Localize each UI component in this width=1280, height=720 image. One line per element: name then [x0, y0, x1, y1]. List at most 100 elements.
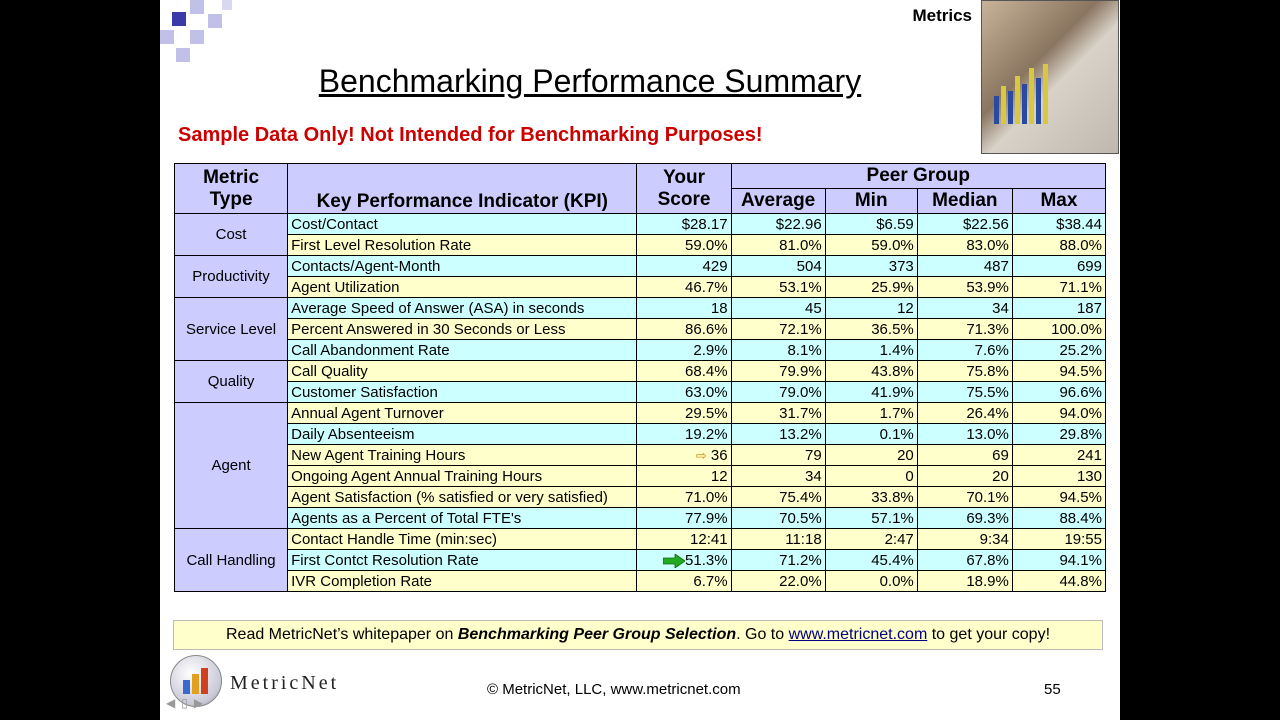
max-cell: 44.8% — [1011, 570, 1107, 592]
table-row: Service Level Average Speed of Answer (A… — [173, 297, 1107, 361]
average-cell: 34 — [730, 465, 826, 487]
callout-text: to get your copy! — [927, 626, 1051, 643]
header-max: Max — [1011, 188, 1107, 214]
kpi-name: Agents as a Percent of Total FTE's — [287, 507, 638, 529]
metric-type-cell: Service Level — [173, 297, 289, 361]
table-row: IVR Completion Rate 6.7% 22.0% 0.0% 18.9… — [174, 570, 1107, 592]
average-cell: 13.2% — [730, 423, 826, 445]
min-cell: 36.5% — [824, 318, 918, 340]
min-cell: 2:47 — [824, 528, 918, 550]
kpi-name: Annual Agent Turnover — [287, 402, 638, 424]
median-cell: 69 — [916, 444, 1013, 466]
table-row: Productivity Contacts/Agent-Month 429 50… — [173, 255, 1107, 298]
median-cell: 69.3% — [916, 507, 1013, 529]
max-cell: 94.1% — [1011, 549, 1107, 571]
callout-text: . Go to — [736, 626, 789, 643]
median-cell: 7.6% — [916, 339, 1013, 361]
average-cell: 71.2% — [730, 549, 826, 571]
table-row: Call Abandonment Rate 2.9% 8.1% 1.4% 7.6… — [174, 339, 1107, 361]
score-cell: 77.9% — [636, 507, 732, 529]
median-cell: 9:34 — [916, 528, 1013, 550]
green-arrow-icon — [662, 552, 686, 569]
average-cell: $22.96 — [730, 213, 826, 235]
average-cell: 504 — [730, 255, 826, 277]
score-cell: 86.6% — [636, 318, 732, 340]
median-cell: 13.0% — [916, 423, 1013, 445]
median-cell: 70.1% — [916, 486, 1013, 508]
score-cell: 6.7% — [636, 570, 732, 592]
median-cell: 67.8% — [916, 549, 1013, 571]
median-cell: 18.9% — [916, 570, 1013, 592]
table-row: Customer Satisfaction 63.0% 79.0% 41.9% … — [174, 381, 1107, 403]
score-cell: 12:41 — [636, 528, 732, 550]
page-title: Benchmarking Performance Summary — [318, 63, 862, 99]
min-cell: 43.8% — [824, 360, 918, 382]
min-cell: 373 — [824, 255, 918, 277]
metricnet-link[interactable]: www.metricnet.com — [788, 626, 928, 643]
score-cell: 2.9% — [636, 339, 732, 361]
logo-text: MetricNet — [230, 672, 340, 694]
max-cell: 94.5% — [1011, 486, 1107, 508]
median-cell: 71.3% — [916, 318, 1013, 340]
average-cell: 81.0% — [730, 234, 826, 256]
score-cell: 18 — [636, 297, 732, 319]
average-cell: 31.7% — [730, 402, 826, 424]
max-cell: 71.1% — [1011, 276, 1107, 298]
max-cell: 88.0% — [1011, 234, 1107, 256]
max-cell: 699 — [1011, 255, 1107, 277]
average-cell: 75.4% — [730, 486, 826, 508]
kpi-name: Percent Answered in 30 Seconds or Less — [287, 318, 638, 340]
score-cell: 12 — [636, 465, 732, 487]
kpi-table: Metric Type Key Performance Indicator (KP… — [173, 163, 1107, 592]
median-cell: 75.5% — [916, 381, 1013, 403]
average-cell: 8.1% — [730, 339, 826, 361]
score-cell: 46.7% — [636, 276, 732, 298]
median-cell: 26.4% — [916, 402, 1013, 424]
average-cell: 45 — [730, 297, 826, 319]
callout-text: Read MetricNet’s whitepaper on — [225, 626, 458, 643]
table-row: Cost Cost/Contact $28.17 $22.96 $6.59 $2… — [173, 213, 1107, 256]
table-row: First Level Resolution Rate 59.0% 81.0% … — [174, 234, 1107, 256]
max-cell: 88.4% — [1011, 507, 1107, 529]
min-cell: 33.8% — [824, 486, 918, 508]
table-row: Agent Satisfaction (% satisfied or very … — [174, 486, 1107, 508]
kpi-name: Cost/Contact — [287, 213, 638, 235]
metric-type-cell: Call Handling — [173, 528, 289, 592]
kpi-name: First Level Resolution Rate — [287, 234, 638, 256]
slide-nav-controls[interactable]: ◀▯▶ — [166, 696, 210, 710]
disclaimer-subtitle: Sample Data Only! Not Intended for Bench… — [178, 124, 763, 146]
max-cell: 241 — [1011, 444, 1107, 466]
callout-bold-title: Benchmarking Peer Group Selection — [457, 626, 737, 643]
table-row: Agent Annual Agent Turnover 29.5% 31.7% … — [173, 402, 1107, 529]
header-metric-type: Metric Type — [173, 163, 289, 214]
median-cell: 20 — [916, 465, 1013, 487]
max-cell: 187 — [1011, 297, 1107, 319]
section-label: Metrics — [912, 6, 972, 25]
kpi-name: IVR Completion Rate — [287, 570, 638, 592]
table-row: First Contct Resolution Rate 51.3% 71.2%… — [174, 549, 1107, 571]
table-row: Agent Utilization 46.7% 53.1% 25.9% 53.9… — [174, 276, 1107, 298]
table-row: Call Handling Contact Handle Time (min:s… — [173, 528, 1107, 592]
min-cell: 20 — [824, 444, 918, 466]
table-row: New Agent Training Hours ⇨ 36 79 20 69 2… — [174, 444, 1107, 466]
max-cell: 25.2% — [1011, 339, 1107, 361]
min-cell: 0.0% — [824, 570, 918, 592]
average-cell: 72.1% — [730, 318, 826, 340]
min-cell: 0 — [824, 465, 918, 487]
average-cell: 22.0% — [730, 570, 826, 592]
min-cell: 1.4% — [824, 339, 918, 361]
header-peer-group: Peer Group — [730, 163, 1107, 189]
metric-type-cell: Quality — [173, 360, 289, 403]
metric-type-cell: Productivity — [173, 255, 289, 298]
kpi-name: Daily Absenteeism — [287, 423, 638, 445]
table-row: Daily Absenteeism 19.2% 13.2% 0.1% 13.0%… — [174, 423, 1107, 445]
score-cell: $28.17 — [636, 213, 732, 235]
median-cell: $22.56 — [916, 213, 1013, 235]
whitepaper-callout: Read MetricNet’s whitepaper on Benchmark… — [173, 620, 1103, 650]
metric-type-cell: Agent — [173, 402, 289, 529]
kpi-name: Contact Handle Time (min:sec) — [287, 528, 638, 550]
average-cell: 70.5% — [730, 507, 826, 529]
header-min: Min — [824, 188, 918, 214]
table-row: Agents as a Percent of Total FTE's 77.9%… — [174, 507, 1107, 529]
score-cell: ⇨ 36 — [636, 444, 732, 466]
